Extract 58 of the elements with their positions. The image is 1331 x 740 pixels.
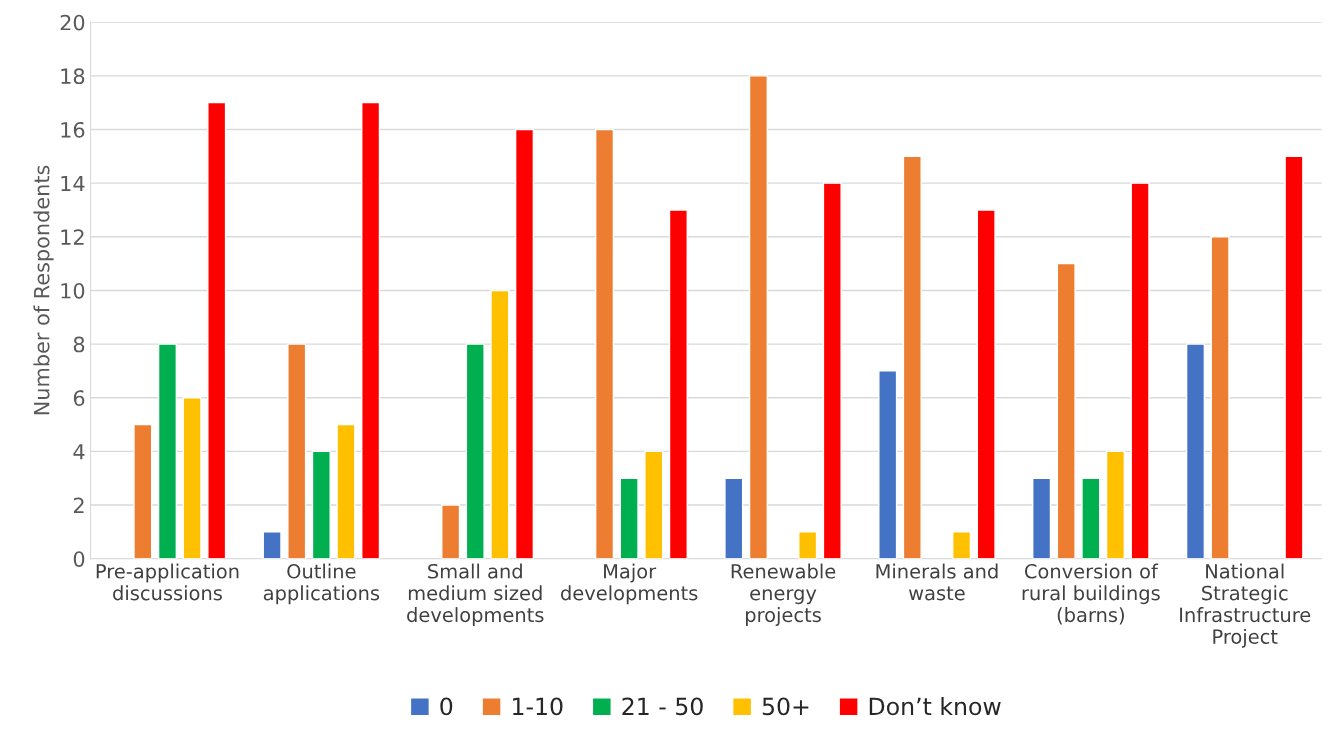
legend-label: 21 - 50	[622, 697, 703, 716]
x-tick-label: National Strategic Infrastructure Project	[1180, 563, 1311, 648]
bar	[490, 289, 510, 559]
x-tick-label: Minerals and waste	[876, 563, 998, 601]
bar	[1032, 477, 1052, 559]
bar	[878, 370, 898, 559]
bar	[1185, 343, 1206, 559]
bar	[1056, 262, 1076, 559]
bar	[822, 182, 842, 559]
x-tick-label: Outline applications	[263, 563, 380, 605]
y-tick-label: 10	[61, 282, 85, 299]
bar	[724, 477, 744, 559]
bar	[311, 450, 331, 559]
bar	[336, 423, 356, 559]
bar	[1081, 477, 1101, 559]
bar	[644, 450, 664, 559]
bar	[748, 75, 768, 559]
bar	[361, 101, 381, 559]
legend-label: 0	[440, 697, 453, 716]
y-tick-label: 8	[73, 336, 85, 353]
y-tick-label: 0	[73, 551, 85, 567]
bar	[287, 343, 307, 559]
legend-label: 1-10	[513, 697, 563, 716]
bar	[1210, 236, 1230, 559]
y-tick-label: 18	[61, 68, 85, 85]
bar	[798, 531, 818, 559]
y-tick-label: 16	[61, 121, 85, 138]
y-tick-label: 6	[73, 390, 85, 406]
bar	[952, 531, 972, 559]
x-tick-label: Pre-application discussions	[96, 563, 239, 601]
x-tick-label: Renewable energy projects	[731, 563, 836, 626]
bar	[594, 128, 615, 559]
legend-label: 50+	[762, 697, 809, 716]
bar	[1130, 182, 1150, 559]
bar	[668, 209, 688, 559]
y-tick-label: 2	[73, 497, 84, 513]
y-axis-title: Number of Respondents	[33, 165, 54, 415]
bar	[976, 209, 996, 559]
bar	[619, 477, 639, 559]
bar	[514, 128, 535, 559]
legend-label: Don’t know	[869, 697, 1001, 716]
bar	[182, 397, 202, 559]
bar	[207, 101, 227, 559]
y-tick-label: 14	[61, 175, 85, 192]
bar	[133, 423, 153, 559]
bar	[465, 343, 485, 559]
x-tick-label: Conversion of rural buildings (barns)	[1022, 563, 1160, 625]
x-tick-label: Small and medium sized developments	[407, 563, 544, 626]
y-tick-label: 20	[60, 14, 85, 31]
bar	[1284, 155, 1304, 559]
bar	[902, 155, 922, 559]
y-tick-label: 12	[61, 229, 84, 245]
bar	[1105, 450, 1126, 559]
bar	[157, 343, 178, 559]
bar	[441, 504, 461, 559]
bar	[262, 531, 282, 559]
y-tick-label: 4	[73, 444, 85, 460]
x-tick-label: Major developments	[561, 563, 698, 605]
